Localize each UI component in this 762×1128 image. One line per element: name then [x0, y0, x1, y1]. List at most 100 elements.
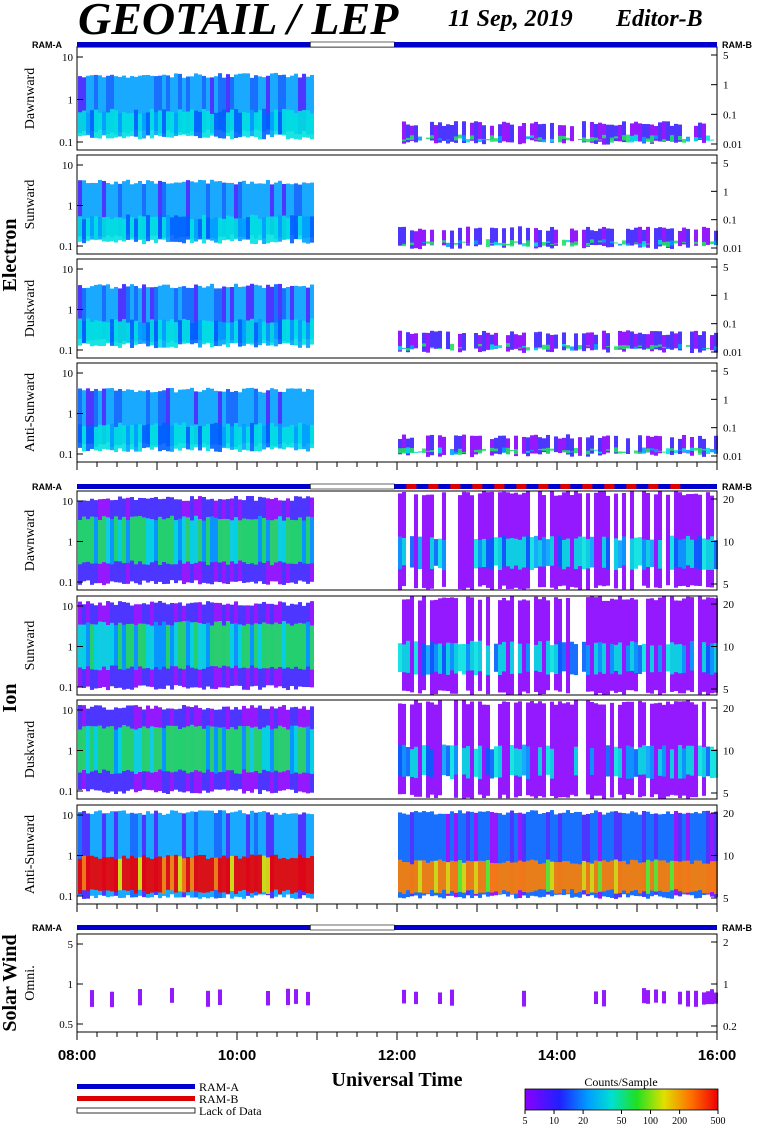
heatmap-cell [638, 226, 642, 248]
right-tick-label: 0.1 [723, 109, 737, 121]
heatmap-cell [298, 422, 302, 450]
heatmap-cell [422, 448, 426, 454]
heatmap-cell [518, 347, 522, 349]
heatmap-cell [414, 231, 418, 249]
colorbar-title: Counts/Sample [584, 1075, 657, 1089]
heatmap-cell [110, 184, 114, 238]
right-tick-label: 10 [723, 851, 735, 863]
heatmap-cell [210, 625, 214, 667]
heatmap-cell [202, 520, 206, 562]
heatmap-cell [182, 727, 186, 771]
heatmap-cell [410, 864, 414, 894]
heatmap-cell [214, 390, 218, 445]
heatmap-cell [402, 434, 406, 453]
heatmap-cell [674, 450, 678, 453]
heatmap-cell [446, 745, 450, 777]
heatmap-cell [182, 389, 186, 444]
heatmap-cell [638, 345, 642, 347]
heatmap-cell [426, 494, 430, 590]
heatmap-cell [646, 226, 650, 248]
heatmap-cell [218, 519, 222, 563]
heatmap-cell [478, 227, 482, 245]
heatmap-cell [478, 860, 482, 893]
heatmap-cell [90, 182, 94, 236]
heatmap-cell [686, 449, 690, 454]
heatmap-cell [574, 811, 578, 897]
heatmap-cell [686, 596, 690, 691]
heatmap-cell [298, 184, 302, 236]
heatmap-cell [126, 179, 130, 235]
heatmap-cell [234, 218, 238, 240]
heatmap-cell [674, 537, 678, 568]
heatmap-cell [158, 516, 162, 565]
heatmap-cell [226, 519, 230, 565]
left-tick-label: 10 [62, 160, 74, 172]
heatmap-cell [170, 183, 174, 235]
heatmap-cell [210, 810, 214, 898]
heatmap-cell [490, 812, 494, 896]
heatmap-cell [462, 813, 466, 899]
heatmap-cell [442, 645, 446, 674]
heatmap-cell [694, 812, 698, 899]
heatmap-cell [598, 642, 602, 673]
heatmap-cell [178, 621, 182, 669]
heatmap-cell [670, 814, 674, 899]
heatmap-cell [430, 434, 434, 456]
heatmap-cell [694, 241, 698, 245]
heatmap-cell [418, 136, 422, 141]
heatmap-cell [470, 495, 474, 590]
heatmap-cell [242, 388, 246, 443]
right-tick-label: 1 [723, 80, 729, 92]
heatmap-cell [94, 216, 98, 241]
heatmap-cell [226, 323, 230, 348]
heatmap-cell [234, 283, 238, 343]
heatmap-cell [446, 813, 450, 896]
heatmap-cell [222, 427, 226, 448]
heatmap-cell [518, 812, 522, 898]
heatmap-cell [462, 748, 466, 775]
heatmap-cell [178, 729, 182, 770]
heatmap-cell [270, 112, 274, 138]
heatmap-cell [158, 285, 162, 340]
heatmap-cell [586, 700, 590, 795]
legend-label-ram-a: RAM-A [199, 1080, 239, 1094]
heatmap-cell [246, 112, 250, 138]
heatmap-cell [458, 227, 462, 249]
heatmap-cell [662, 860, 666, 892]
heatmap-cell [698, 122, 702, 140]
heatmap-cell [142, 216, 146, 245]
heatmap-cell [574, 241, 578, 246]
heatmap-cell [402, 226, 406, 245]
heatmap-cell [282, 215, 286, 241]
heatmap-cell [78, 318, 82, 346]
heatmap-cell [526, 240, 530, 247]
heatmap-cell [406, 747, 410, 777]
heatmap-cell [438, 859, 442, 894]
heatmap-cell [418, 536, 422, 570]
heatmap-cell [230, 520, 234, 562]
heatmap-cell [542, 438, 546, 453]
heatmap-cell [266, 423, 270, 448]
heatmap-cell [190, 219, 194, 243]
heatmap-cell [266, 75, 270, 130]
heatmap-cell [658, 436, 662, 454]
heatmap-cell [86, 425, 90, 452]
heatmap-cell [266, 180, 270, 235]
heatmap-cell [190, 323, 194, 345]
heatmap-cell [646, 435, 650, 453]
heatmap-cell [482, 704, 486, 799]
heatmap-cell [398, 859, 402, 893]
heatmap-cell [178, 856, 182, 892]
heatmap-cell [134, 813, 138, 898]
heatmap-cell [510, 641, 514, 674]
heatmap-cell [106, 424, 110, 450]
heatmap-cell [690, 331, 694, 354]
heatmap-cell [526, 136, 530, 140]
heatmap-cell [618, 812, 622, 898]
heatmap-cell [94, 284, 98, 340]
heatmap-cell [186, 319, 190, 344]
ram-bar-segment [77, 925, 311, 930]
heatmap-cell [530, 449, 534, 451]
heatmap-cell [622, 599, 626, 695]
panel-label: Sunward [23, 180, 38, 230]
